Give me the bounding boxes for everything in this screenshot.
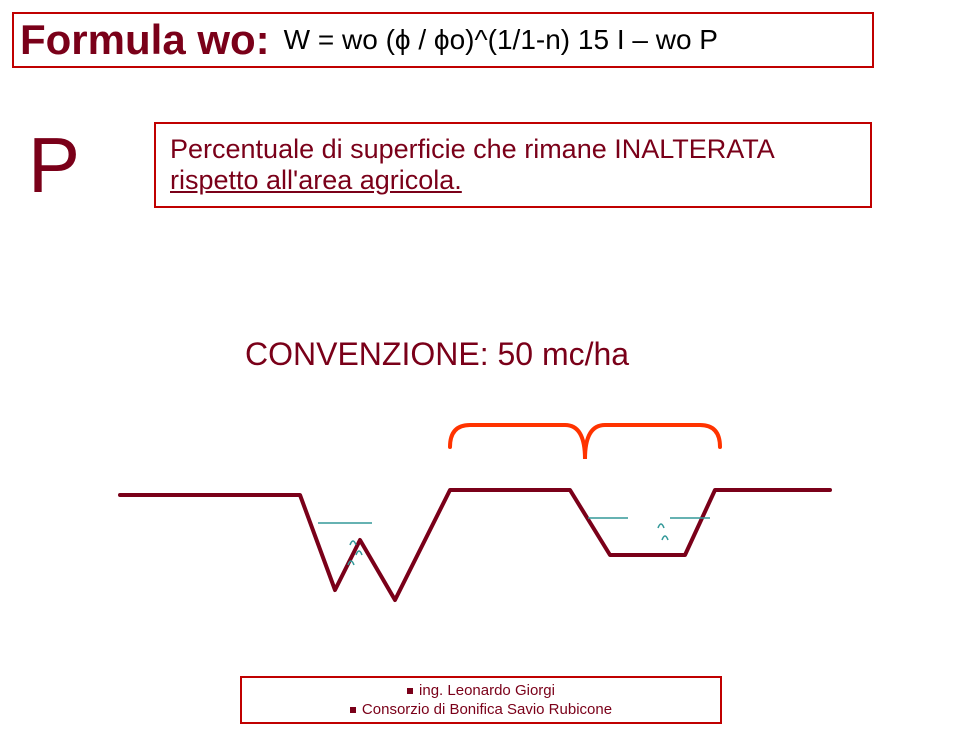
bracket-icon	[450, 425, 720, 459]
formula-label: Formula wo:	[20, 16, 270, 64]
formula-equation: W = wo (ϕ / ϕo)^(1/1-n) 15 I – wo P	[284, 24, 718, 56]
footer-author-text: ing. Leonardo Giorgi	[419, 682, 555, 699]
footer-box: ing. Leonardo Giorgi Consorzio di Bonifi…	[240, 676, 722, 724]
p-description-line1: Percentuale di superficie che rimane INA…	[170, 134, 856, 165]
convenzione-text: CONVENZIONE: 50 mc/ha	[245, 336, 629, 373]
p-desc-underlined: rispetto all'area agricola.	[170, 165, 462, 195]
bullet-icon	[350, 707, 356, 713]
water-ripple-icon	[658, 524, 668, 540]
p-description-box: Percentuale di superficie che rimane INA…	[154, 122, 872, 208]
formula-box: Formula wo: W = wo (ϕ / ϕo)^(1/1-n) 15 I…	[12, 12, 874, 68]
p-description-line2: rispetto all'area agricola.	[170, 165, 856, 196]
p-desc-pre: Percentuale di superficie che rimane	[170, 134, 614, 164]
footer-org: Consorzio di Bonifica Savio Rubicone	[350, 701, 612, 718]
variable-p-letter: P	[28, 120, 80, 211]
cross-section-diagram	[100, 390, 860, 620]
bullet-icon	[407, 688, 413, 694]
p-desc-strong: INALTERATA	[614, 134, 775, 164]
footer-org-text: Consorzio di Bonifica Savio Rubicone	[362, 701, 612, 718]
footer-author: ing. Leonardo Giorgi	[407, 682, 555, 699]
ground-profile	[120, 490, 830, 600]
